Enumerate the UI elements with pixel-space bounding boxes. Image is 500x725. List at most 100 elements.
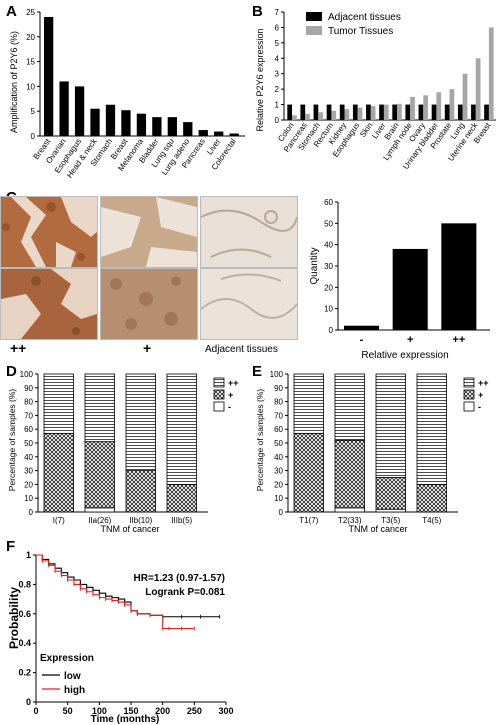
x-tick-label: - [360, 334, 364, 346]
y-tick-label: 6 [275, 23, 280, 32]
ihc-image-strong-2 [0, 268, 98, 340]
y-axis-label: Amplification of P2Y6 (%) [9, 31, 19, 133]
x-tick-label: 150 [123, 706, 138, 716]
x-tick-label: IIb(10) [129, 516, 152, 525]
y-tick-label: 0 [26, 697, 31, 707]
y-tick-label: 50 [274, 439, 283, 448]
image-label-moderate: + [143, 340, 152, 356]
stacked-segment [334, 507, 365, 513]
bar-tumor [488, 27, 494, 120]
legend-swatch [213, 401, 225, 412]
y-tick-label: 60 [324, 198, 333, 207]
panel-letter-d: D [6, 363, 17, 380]
x-tick-label: T4(5) [422, 516, 441, 525]
x-axis-label: TNM of cancer [100, 524, 159, 534]
x-tick-label: 0 [33, 706, 38, 716]
bar-adjacent [471, 104, 476, 120]
bar [392, 248, 428, 330]
bar [44, 16, 54, 136]
y-axis-label: Percentage of samples (%) [255, 389, 265, 492]
stacked-segment [125, 470, 156, 513]
y-tick-label: 20 [24, 480, 33, 489]
y-tick-label: 25 [26, 8, 35, 17]
bar-adjacent [326, 104, 332, 120]
stacked-segment [334, 373, 365, 441]
y-tick-label: 20 [274, 480, 283, 489]
y-tick-label: 0.2 [18, 668, 31, 678]
y-tick-label: 30 [324, 262, 333, 271]
bar [229, 133, 239, 136]
x-tick-label: T2(33) [338, 516, 362, 525]
y-axis-label: Relative P2Y6 expression [255, 28, 265, 131]
bar-adjacent [444, 104, 450, 120]
stacked-segment [375, 508, 406, 513]
image-label-strong: ++ [10, 340, 27, 356]
bar [183, 122, 193, 136]
bar-adjacent [300, 104, 306, 120]
legend-swatch [463, 389, 475, 400]
y-tick-label: 0 [279, 508, 284, 517]
stacked-segment [416, 484, 447, 513]
stacked-segment [84, 373, 115, 443]
ihc-image-adjacent-2 [200, 268, 298, 340]
legend-label: ++ [478, 378, 489, 388]
stacked-segment [416, 373, 447, 485]
x-axis-label: Relative expression [361, 350, 448, 361]
legend-swatch [463, 401, 475, 412]
panel-letter-f: F [6, 538, 15, 555]
x-tick-label: 300 [218, 706, 233, 716]
legend-label-high: high [64, 685, 85, 696]
y-tick-label: 40 [24, 453, 33, 462]
legend-label-low: low [64, 671, 81, 682]
ihc-image-moderate-1 [100, 196, 198, 268]
ihc-image-strong-1 [0, 196, 98, 268]
y-tick-label: 10 [24, 494, 33, 503]
bar-tumor [331, 110, 337, 120]
x-tick-label: + [407, 334, 413, 346]
bar-tumor [357, 107, 363, 120]
bar-tumor [423, 95, 429, 120]
y-tick-label: 80 [274, 398, 283, 407]
chart-panel-f: F Probability Time (months) HR=1.23 (0.9… [6, 538, 234, 725]
x-tick-label: 50 [63, 706, 73, 716]
stacked-segment [166, 373, 197, 485]
bar-adjacent [405, 104, 411, 120]
y-tick-label: 0 [29, 508, 34, 517]
chart-panel-e: E Percentage of samples (%) TNM of cance… [252, 363, 489, 534]
bar-adjacent [366, 104, 371, 120]
chart-panel-d: D Percentage of samples (%) TNM of cance… [6, 363, 239, 534]
legend-swatch-tumor [306, 26, 322, 35]
ihc-image-moderate-2 [100, 268, 198, 340]
bar-adjacent [352, 104, 358, 120]
bar [121, 110, 131, 136]
bar-tumor [449, 89, 455, 120]
bar-adjacent [431, 104, 437, 120]
y-tick-label: 5 [275, 39, 280, 48]
bar [198, 130, 208, 136]
bar-tumor [475, 58, 481, 120]
bar-tumor [436, 92, 442, 120]
y-tick-label: 5 [31, 107, 36, 116]
stacked-segment [375, 373, 406, 478]
bar [214, 131, 224, 136]
legend-label: + [228, 390, 233, 400]
y-tick-label: 0.8 [18, 579, 31, 589]
y-tick-label: 4 [275, 54, 280, 63]
x-axis-label: Time (months) [91, 714, 160, 725]
chart-panel-a: A Amplification of P2Y6 (%) 0510152025Br… [6, 3, 245, 180]
y-tick-label: 50 [24, 439, 33, 448]
bar [74, 86, 85, 136]
bar [152, 117, 162, 136]
y-tick-label: 40 [274, 453, 283, 462]
legend-label-adjacent: Adjacent tissues [328, 12, 401, 23]
x-tick-label: 250 [187, 706, 202, 716]
y-tick-label: 1 [26, 550, 31, 560]
y-tick-label: 20 [324, 283, 333, 292]
legend-swatch [213, 377, 225, 388]
y-tick-label: 3 [275, 70, 280, 79]
stacked-segment [293, 373, 324, 434]
y-axis-label: Percentage of samples (%) [7, 389, 17, 492]
bar-tumor [305, 113, 310, 120]
bar-tumor [370, 106, 376, 120]
y-tick-label: 80 [24, 398, 33, 407]
